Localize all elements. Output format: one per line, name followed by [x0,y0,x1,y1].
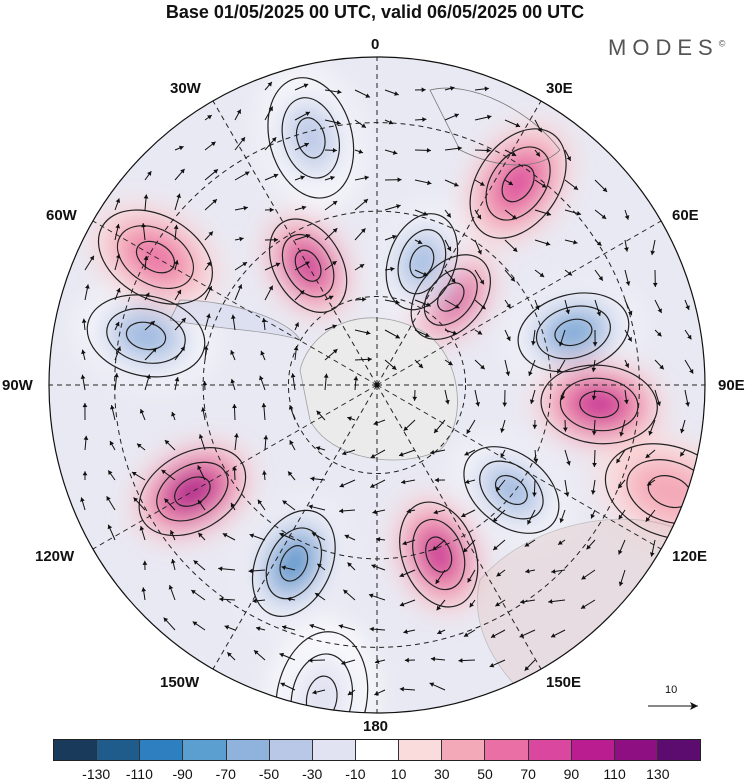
colorbar-swatch [227,740,270,760]
colorbar-swatch [313,740,356,760]
colorbar-tick-label: 50 [477,766,493,782]
colorbar-swatch [658,740,700,760]
colorbar-tick-label: -50 [259,766,279,782]
colorbar-swatch [615,740,658,760]
colorbar [53,739,701,761]
lon-label-180: 180 [363,718,388,735]
lon-label-90e: 90E [718,377,745,394]
colorbar-tick-label: 30 [434,766,450,782]
colorbar-swatch [485,740,528,760]
colorbar-tick-label: -30 [302,766,322,782]
colorbar-tick-label: 70 [520,766,536,782]
pole-marker [375,383,380,388]
colorbar-tick-label: -10 [345,766,365,782]
colorbar-swatch [572,740,615,760]
colorbar-tick-label: -110 [126,766,153,782]
colorbar-swatch [54,740,97,760]
lon-label-120w: 120W [35,548,74,565]
reference-vector [648,702,698,710]
colorbar-swatch [97,740,140,760]
reference-vector-label: 10 [665,684,677,696]
lon-label-90w: 90W [2,377,33,394]
colorbar-tick-label: 130 [646,766,669,782]
colorbar-tick-label: -90 [172,766,192,782]
colorbar-ticks: -130 -110 -90 -70 -50 -30 -10 10 30 50 70 90 110 130 [0,766,750,784]
lon-label-30w: 30W [170,80,201,97]
lon-label-150w: 150W [160,674,199,691]
colorbar-swatch [270,740,313,760]
lon-label-0: 0 [371,36,379,53]
lon-label-120e: 120E [672,548,707,565]
colorbar-swatch [140,740,183,760]
lon-label-60w: 60W [46,207,77,224]
colorbar-swatch [442,740,485,760]
colorbar-swatch [356,740,399,760]
colorbar-tick-label: 110 [603,766,625,782]
lon-label-150e: 150E [546,674,581,691]
colorbar-tick-label: 90 [564,766,580,782]
lon-label-30e: 30E [546,80,573,97]
colorbar-swatch [399,740,442,760]
colorbar-swatch [183,740,226,760]
colorbar-tick-label: 10 [391,766,407,782]
colorbar-swatch [529,740,572,760]
colorbar-tick-label: -70 [216,766,236,782]
colorbar-tick-label: -130 [82,766,110,782]
lon-label-60e: 60E [672,207,699,224]
